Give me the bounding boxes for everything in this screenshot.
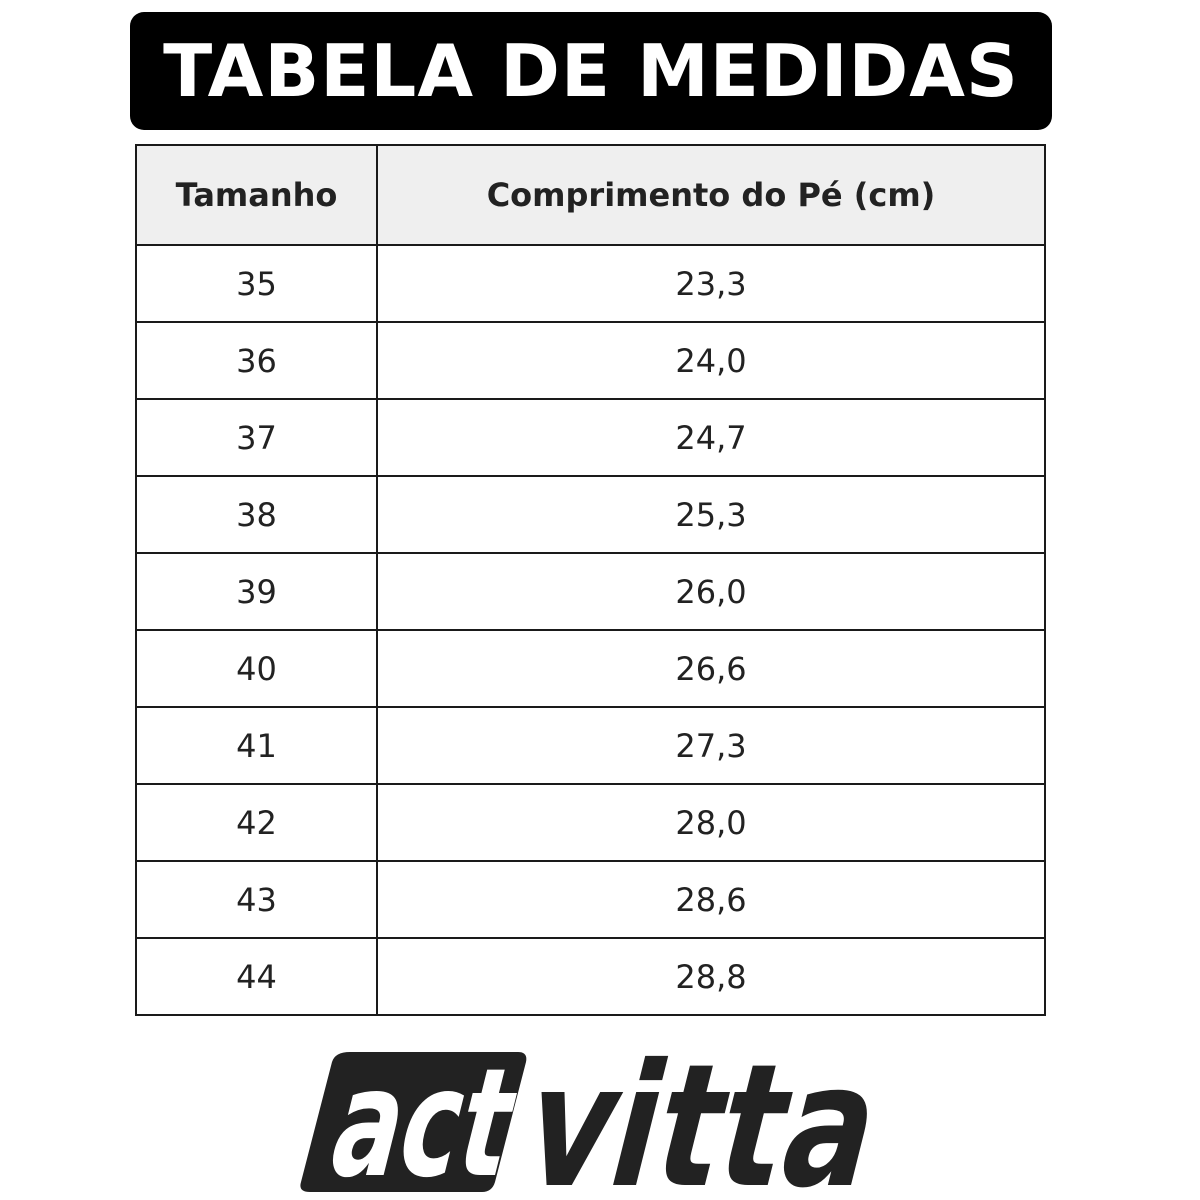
page-title: TABELA DE MEDIDAS: [163, 29, 1019, 113]
size-table: Tamanho Comprimento do Pé (cm) 35 23,3 36 2…: [135, 144, 1046, 1016]
foot-length-cell: 24,0: [376, 321, 1046, 400]
size-cell: 40: [135, 629, 378, 708]
size-cell: 44: [135, 937, 378, 1016]
actvitta-logo: act vitta: [300, 1030, 901, 1200]
logo-badge: [300, 1052, 527, 1192]
table-row: 39 26,0: [135, 552, 1046, 631]
table-row: 42 28,0: [135, 783, 1046, 862]
size-cell: 42: [135, 783, 378, 862]
table-row: 43 28,6: [135, 860, 1046, 939]
table-row: 41 27,3: [135, 706, 1046, 785]
foot-length-cell: 23,3: [376, 244, 1046, 323]
logo-vitta-text: vitta: [506, 1030, 900, 1200]
foot-length-cell: 26,0: [376, 552, 1046, 631]
size-cell: 41: [135, 706, 378, 785]
table-header-row: Tamanho Comprimento do Pé (cm): [135, 144, 1046, 246]
size-cell: 39: [135, 552, 378, 631]
table-row: 36 24,0: [135, 321, 1046, 400]
foot-length-cell: 25,3: [376, 475, 1046, 554]
table-row: 44 28,8: [135, 937, 1046, 1016]
table-row: 38 25,3: [135, 475, 1046, 554]
table-row: 40 26,6: [135, 629, 1046, 708]
title-banner: TABELA DE MEDIDAS: [130, 12, 1052, 130]
header-foot-length: Comprimento do Pé (cm): [376, 144, 1046, 246]
size-cell: 43: [135, 860, 378, 939]
size-cell: 35: [135, 244, 378, 323]
size-cell: 37: [135, 398, 378, 477]
logo-act-text: act: [315, 1036, 533, 1200]
size-cell: 38: [135, 475, 378, 554]
header-size: Tamanho: [135, 144, 378, 246]
foot-length-cell: 24,7: [376, 398, 1046, 477]
foot-length-cell: 28,0: [376, 783, 1046, 862]
table-row: 37 24,7: [135, 398, 1046, 477]
foot-length-cell: 28,8: [376, 937, 1046, 1016]
foot-length-cell: 26,6: [376, 629, 1046, 708]
table-row: 35 23,3: [135, 244, 1046, 323]
size-cell: 36: [135, 321, 378, 400]
foot-length-cell: 28,6: [376, 860, 1046, 939]
foot-length-cell: 27,3: [376, 706, 1046, 785]
